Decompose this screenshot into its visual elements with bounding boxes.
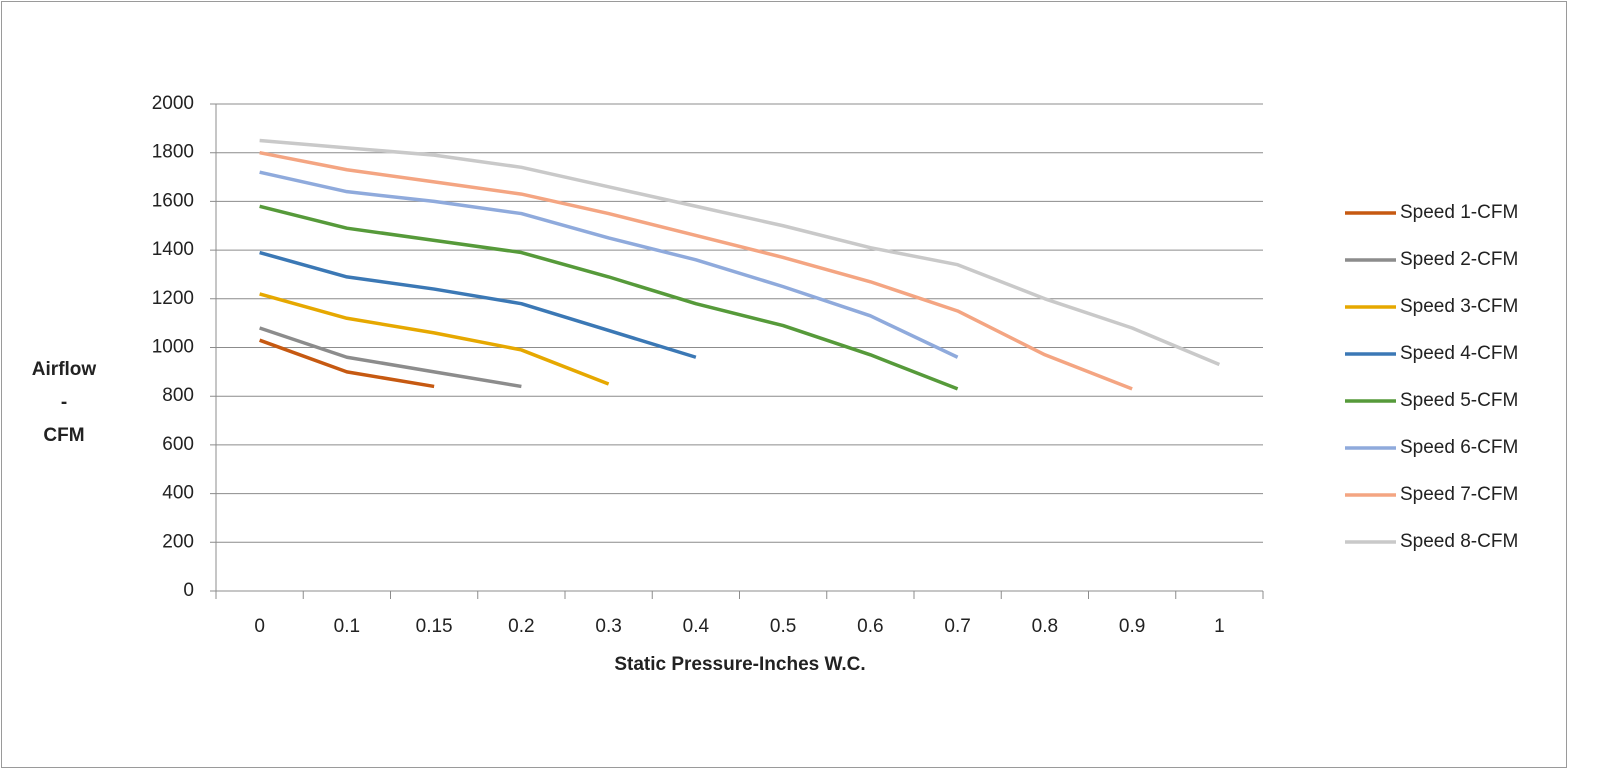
x-tick-label: 0.7 [944, 616, 970, 637]
series-line [259, 150, 1133, 391]
y-tick-label: 200 [162, 531, 194, 552]
x-tick-label: 0.1 [334, 616, 360, 637]
y-tick-label: 1200 [152, 288, 194, 309]
x-tick-label: 0.3 [595, 616, 621, 637]
y-tick-label: 800 [162, 385, 194, 406]
x-tick-label: 0.5 [770, 616, 796, 637]
x-tick-label: 0.15 [416, 616, 453, 637]
x-tick-label: 0 [254, 616, 265, 637]
series-line [259, 138, 1221, 367]
legend-label: Speed 7-CFM [1400, 484, 1518, 505]
legend-label: Speed 6-CFM [1400, 437, 1518, 458]
legend-label: Speed 3-CFM [1400, 296, 1518, 317]
y-axis-label: Airflow [32, 359, 97, 380]
y-axis-label: - [61, 392, 67, 413]
y-tick-label: 0 [183, 580, 194, 601]
y-tick-label: 600 [162, 434, 194, 455]
series-line [259, 338, 435, 389]
legend-label: Speed 2-CFM [1400, 249, 1518, 270]
x-axis-label: Static Pressure-Inches W.C. [614, 654, 865, 675]
x-tick-label: 0.8 [1032, 616, 1058, 637]
series-line [259, 204, 959, 391]
y-tick-label: 400 [162, 483, 194, 504]
y-tick-label: 2000 [152, 93, 194, 114]
series-line [259, 170, 959, 359]
legend-label: Speed 8-CFM [1400, 531, 1518, 552]
series-line [259, 292, 610, 386]
x-tick-label: 0.6 [857, 616, 883, 637]
legend-label: Speed 5-CFM [1400, 390, 1518, 411]
y-tick-label: 1000 [152, 337, 194, 358]
legend-label: Speed 4-CFM [1400, 343, 1518, 364]
series-line [259, 326, 522, 389]
legend-label: Speed 1-CFM [1400, 202, 1518, 223]
x-tick-label: 0.2 [508, 616, 534, 637]
y-tick-label: 1400 [152, 239, 194, 260]
chart-frame [1, 1, 1567, 768]
x-tick-label: 1 [1214, 616, 1225, 637]
y-axis-label: CFM [43, 425, 84, 446]
y-tick-label: 1800 [152, 142, 194, 163]
x-tick-label: 0.4 [683, 616, 710, 637]
y-tick-label: 1600 [152, 190, 194, 211]
series-line [259, 250, 697, 359]
x-tick-label: 0.9 [1119, 616, 1145, 637]
